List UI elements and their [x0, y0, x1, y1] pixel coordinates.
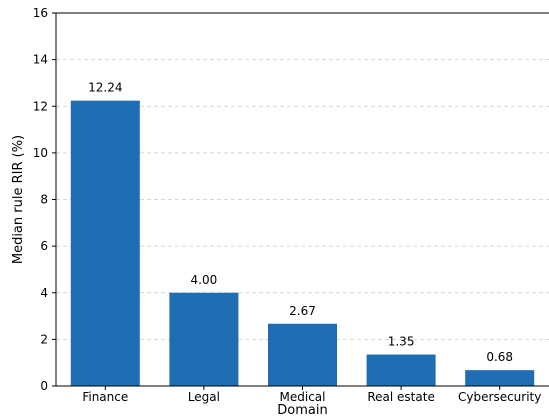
x-tick-label: Legal [188, 390, 220, 404]
x-tick-label: Finance [82, 390, 128, 404]
bar [70, 100, 140, 386]
y-axis-title: Median rule RIR (%) [11, 135, 26, 264]
bar-value-label: 1.35 [388, 335, 415, 349]
y-tick-label: 10 [33, 146, 48, 160]
y-tick-label: 4 [40, 286, 48, 300]
x-tick-label: Medical [280, 390, 326, 404]
y-tick-label: 8 [40, 193, 48, 207]
y-tick-label: 14 [33, 53, 48, 67]
y-tick-label: 12 [33, 99, 48, 113]
y-tick-label: 2 [40, 332, 48, 346]
y-tick-label: 16 [33, 6, 48, 20]
x-tick-label: Real estate [367, 390, 434, 404]
bar-value-label: 12.24 [88, 81, 122, 95]
labels-layer: 0 2 4 6 8 10 12 14 16 12.24 Finance 4.00 Legal 2.67 Me… [33, 6, 542, 404]
y-tick-label: 0 [40, 379, 48, 393]
bar [267, 323, 338, 386]
x-tick-label: Cybersecurity [458, 390, 541, 404]
bar [169, 292, 239, 386]
bar-value-label: 0.68 [486, 350, 513, 364]
y-tick-label: 6 [40, 239, 48, 253]
bar-value-label: 2.67 [289, 304, 316, 318]
axes-layer [52, 12, 549, 390]
bar [465, 370, 535, 386]
x-axis-title: Domain [277, 403, 327, 417]
bar-value-label: 4.00 [191, 273, 218, 287]
bar [366, 354, 436, 386]
bars-layer [70, 100, 535, 386]
